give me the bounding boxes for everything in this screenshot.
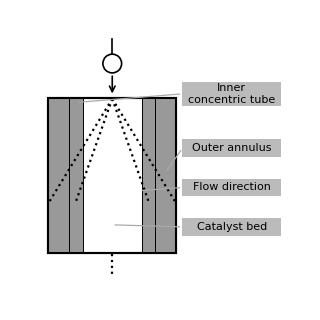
Text: Flow direction: Flow direction xyxy=(193,182,271,192)
Bar xyxy=(182,139,281,157)
Bar xyxy=(69,98,83,253)
Text: Catalyst bed: Catalyst bed xyxy=(196,222,267,232)
Text: Outer annulus: Outer annulus xyxy=(192,143,271,153)
Circle shape xyxy=(103,54,122,73)
Bar xyxy=(182,179,281,196)
Bar xyxy=(142,98,156,253)
Text: Inner
concentric tube: Inner concentric tube xyxy=(188,83,276,105)
Bar xyxy=(182,218,281,236)
Bar xyxy=(48,98,176,253)
Bar xyxy=(156,98,176,253)
Bar xyxy=(182,82,281,106)
Bar xyxy=(48,98,176,253)
Bar xyxy=(48,98,69,253)
